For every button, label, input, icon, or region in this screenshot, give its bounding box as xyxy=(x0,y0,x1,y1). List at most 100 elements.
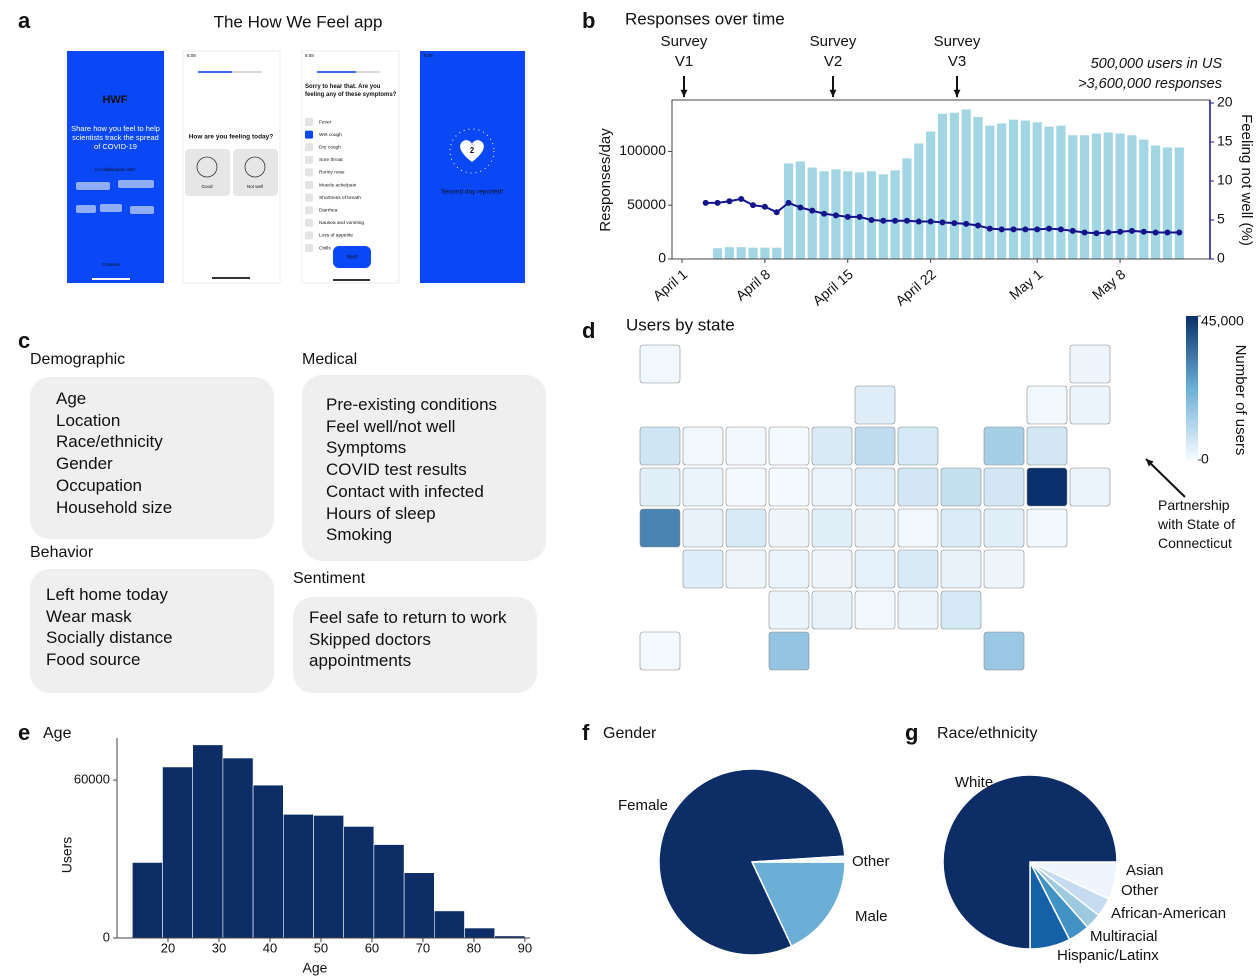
symptom-item: Loss of appetite xyxy=(319,233,353,239)
checkbox xyxy=(305,118,313,126)
x-tick-label: 70 xyxy=(416,940,430,955)
group-title: Sentiment xyxy=(293,570,366,587)
state-tile xyxy=(768,467,810,507)
line-point xyxy=(738,195,745,202)
group-items: Age Location Race/ethnicity Gender Occupatio… xyxy=(56,388,256,518)
panel-label: a xyxy=(18,8,31,33)
state-tile xyxy=(811,467,853,507)
bar xyxy=(1091,133,1101,259)
arrow-head xyxy=(1146,459,1154,467)
annotation: Survey V3 xyxy=(933,33,981,70)
line-point xyxy=(761,203,768,210)
state-tile xyxy=(940,549,982,589)
symptom-item: Sore throat xyxy=(319,157,343,163)
colorbar-tick-label: 45,000 xyxy=(1201,313,1244,329)
field-item: Gender xyxy=(56,454,113,474)
hist-bar xyxy=(192,744,224,939)
checkbox xyxy=(305,181,313,189)
state-tile xyxy=(725,426,767,466)
state-tile xyxy=(682,508,724,548)
bar xyxy=(961,109,971,259)
y-tick-label: 60000 xyxy=(74,772,110,787)
group-box xyxy=(293,597,537,693)
line-point xyxy=(856,213,863,220)
symptom-item: Dry cough xyxy=(319,144,341,150)
line-point xyxy=(1034,226,1041,233)
line-point xyxy=(939,219,946,226)
state-tile xyxy=(1069,385,1111,425)
state-tile xyxy=(768,549,810,589)
panel-label: b xyxy=(582,8,595,33)
y-tick-label: 50000 xyxy=(627,196,666,212)
state-tile xyxy=(854,385,896,425)
hist-bar xyxy=(313,815,344,939)
pie-slice xyxy=(750,861,846,948)
state-tile xyxy=(1026,385,1068,425)
state-tile xyxy=(639,467,681,507)
y-tick-label: 0 xyxy=(658,250,666,266)
option-label: Not well xyxy=(247,184,263,189)
group-title: Behavior xyxy=(30,544,94,561)
hist-bar xyxy=(162,766,194,939)
state-tile xyxy=(682,426,724,466)
bar xyxy=(1151,145,1161,259)
state-tile xyxy=(768,631,810,671)
phone-screen xyxy=(420,51,525,283)
line-point xyxy=(1152,229,1159,236)
group-title: Medical xyxy=(302,351,358,368)
state-tile xyxy=(897,549,939,589)
bar xyxy=(712,248,723,259)
bar xyxy=(1115,133,1125,259)
checkbox xyxy=(305,244,313,252)
annotation: Survey V1 xyxy=(660,33,708,70)
bar xyxy=(1162,147,1173,259)
app-partners: In collaboration with xyxy=(95,167,135,172)
note: >3,600,000 responses xyxy=(1078,76,1222,92)
x-tick-label: April 15 xyxy=(809,266,856,309)
arrow-shaft xyxy=(1145,458,1186,498)
y2-tick-label: 10 xyxy=(1217,172,1233,188)
bar xyxy=(937,113,948,259)
line-point xyxy=(1081,229,1088,236)
bar xyxy=(949,112,959,259)
bar xyxy=(973,116,983,259)
hist-bar xyxy=(433,910,465,939)
bar xyxy=(1174,147,1184,259)
line-point xyxy=(927,218,934,225)
field-item: Wear mask xyxy=(46,606,132,626)
line-point xyxy=(714,199,721,206)
group-items: Feel safe to return to work Skipped docto… xyxy=(309,607,524,672)
chart-title: Responses over time xyxy=(625,9,785,28)
symptom-item: Wet cough xyxy=(319,132,342,138)
hist-bar xyxy=(343,826,375,939)
state-tile xyxy=(940,508,982,548)
state-tile xyxy=(854,549,896,589)
next-button xyxy=(333,246,371,268)
annotation: Survey V2 xyxy=(809,33,857,70)
bar xyxy=(1139,139,1149,259)
group-items: Pre-existing conditions Feel well/not wel… xyxy=(326,394,536,546)
line-point xyxy=(1176,229,1183,236)
button-label: Next xyxy=(347,254,358,260)
dotted-ring xyxy=(449,128,495,174)
bar xyxy=(772,247,782,259)
y2-tick-label: 5 xyxy=(1217,211,1225,227)
slice-label: Asian xyxy=(1126,862,1164,879)
x-axis-label: Age xyxy=(303,960,328,976)
app-prompt: How are you feeling today? xyxy=(189,134,274,141)
line-point xyxy=(1010,226,1017,233)
field-item: Left home today xyxy=(46,585,168,604)
x-tick-label: 80 xyxy=(467,940,481,955)
group-title: Demographic xyxy=(30,351,126,368)
line-point xyxy=(773,209,780,216)
arrow-head xyxy=(680,89,688,97)
checkbox xyxy=(305,143,313,152)
state-tile xyxy=(854,426,896,466)
pie-slice xyxy=(751,855,846,863)
partner-logo xyxy=(118,180,154,188)
slice-label: White xyxy=(955,774,993,791)
field-item: Symptoms xyxy=(326,438,407,458)
group-box xyxy=(30,377,274,539)
line-point xyxy=(880,217,887,224)
